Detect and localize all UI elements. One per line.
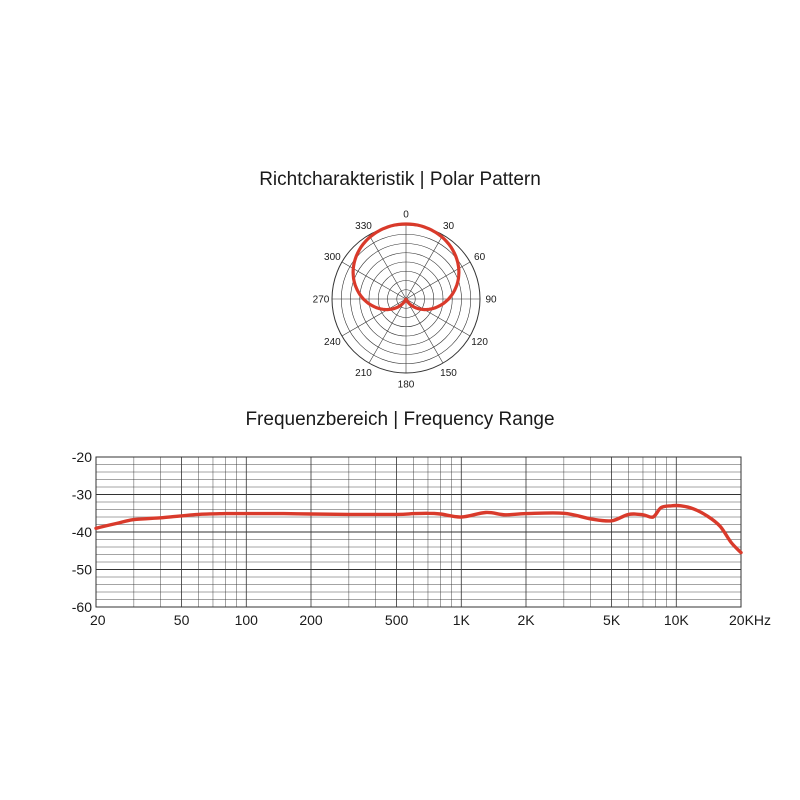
polar-angle-label: 90 [485, 295, 497, 306]
polar-angle-label: 150 [440, 368, 457, 379]
polar-spoke [405, 298, 471, 337]
polar-angle-label: 300 [324, 252, 341, 263]
polar-spoke [341, 298, 407, 337]
polar-spoke [341, 261, 407, 300]
polar-pattern-curve [351, 222, 461, 312]
polar-angle-label: 60 [474, 252, 486, 263]
polar-pattern-title: Richtcharakteristik | Polar Pattern [259, 169, 541, 190]
polar-spoke [405, 261, 471, 300]
polar-spoke [368, 298, 407, 364]
polar-spoke [368, 234, 407, 300]
polar-angle-label: 210 [355, 368, 372, 379]
frequency-range-title: Frequenzbereich | Frequency Range [245, 409, 555, 430]
polar-angle-label: 240 [324, 337, 341, 348]
polar-angle-label: 330 [355, 221, 372, 232]
polar-spoke [405, 234, 444, 300]
polar-angle-label: 180 [398, 380, 415, 391]
polar-angle-label: 270 [313, 295, 330, 306]
polar-spoke [405, 298, 444, 364]
polar-angle-label: 120 [471, 337, 488, 348]
polar-angle-label: 30 [443, 221, 455, 232]
polar-angle-label: 0 [403, 210, 409, 221]
polar-angle-labels: 0 30 60 90 120 150 180 210 240 270 300 330 [313, 210, 497, 391]
